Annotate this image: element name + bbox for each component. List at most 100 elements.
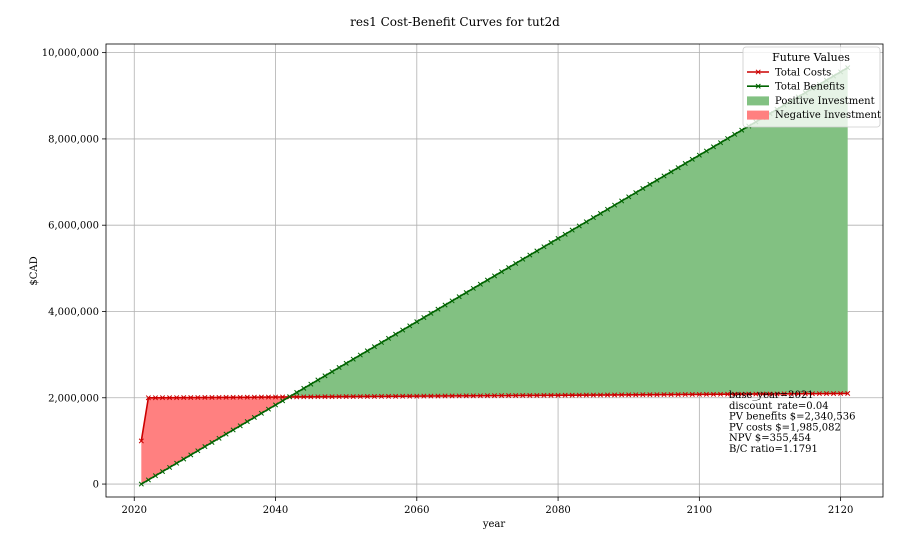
total-costs-marker-48 (477, 393, 483, 399)
x-tick-label-4: 2100 (687, 505, 712, 516)
total-benefits-marker-48 (477, 281, 483, 287)
total-benefits-marker-66 (604, 206, 611, 212)
legend-label-positive-investment: Positive Investment (775, 96, 875, 107)
legend[interactable]: Future Values Total Costs Total Benefits P… (742, 46, 881, 128)
total-costs-marker-24 (308, 394, 314, 400)
total-benefits-marker-21 (287, 394, 293, 400)
total-costs-marker-11 (216, 394, 222, 400)
legend-label-negative-investment: Negative Investment (775, 110, 881, 121)
total-costs-marker-75 (668, 392, 674, 398)
total-costs-marker-10 (209, 394, 215, 400)
total-benefits-marker-68 (619, 198, 625, 204)
total-costs-marker-26 (322, 394, 328, 400)
total-costs-marker-89 (767, 391, 773, 397)
total-costs-marker-90 (774, 391, 780, 397)
annotation-line-1: discount_rate=0.04 (729, 401, 829, 412)
total-costs-marker-39 (414, 393, 420, 399)
total-costs-marker-1 (145, 395, 151, 401)
total-benefits-marker-7 (188, 452, 194, 458)
total-benefits-marker-17 (258, 410, 264, 416)
total-benefits-marker-27 (329, 369, 335, 375)
total-costs-marker-56 (534, 392, 540, 398)
total-costs-marker-60 (562, 392, 568, 398)
total-benefits-marker-43 (442, 302, 448, 308)
total-costs-marker-62 (576, 392, 582, 398)
total-benefits-marker-18 (265, 406, 272, 412)
total-costs-marker-40 (421, 393, 427, 399)
total-benefits-marker-6 (181, 456, 187, 462)
total-costs-marker-29 (343, 394, 349, 400)
legend-marker-total-costs (755, 69, 761, 75)
total-costs-marker-14 (237, 394, 243, 400)
total-costs-marker-44 (449, 393, 455, 399)
negative-investment-area-0 (141, 396, 290, 485)
total-costs-marker-30 (350, 393, 356, 400)
total-costs-marker-38 (407, 393, 413, 399)
annotation-line-4: NPV $=355,454 (729, 433, 811, 444)
total-costs-marker-37 (400, 393, 406, 399)
total-costs-marker-43 (442, 393, 448, 399)
total-benefits-marker-0 (138, 481, 144, 487)
total-costs-marker-64 (590, 392, 596, 398)
total-costs-marker-97 (823, 391, 830, 397)
total-costs-marker-49 (484, 393, 490, 399)
total-costs-marker-46 (463, 393, 469, 399)
total-benefits-marker-82 (717, 140, 724, 146)
total-costs-marker-88 (760, 391, 766, 397)
total-benefits-marker-59 (555, 235, 561, 241)
x-tick-label-0: 2020 (122, 505, 147, 516)
total-costs-marker-81 (710, 391, 717, 397)
total-costs-marker-92 (788, 391, 794, 397)
total-costs-marker-7 (188, 394, 194, 401)
y-tick-label-0: 0 (93, 480, 99, 491)
total-benefits-marker-50 (491, 273, 498, 279)
total-costs-marker-78 (689, 391, 695, 397)
total-costs-marker-83 (725, 391, 731, 397)
y-axis-label: $CAD (29, 256, 40, 285)
total-costs-marker-91 (781, 391, 787, 397)
total-costs-marker-84 (732, 391, 738, 397)
total-benefits-marker-9 (202, 444, 208, 450)
total-benefits-marker-40 (421, 314, 427, 321)
total-benefits-marker-39 (414, 319, 420, 325)
total-costs-marker-45 (456, 393, 462, 399)
total-benefits-marker-20 (280, 398, 286, 404)
total-benefits-marker-38 (407, 323, 413, 329)
total-costs-marker-72 (647, 392, 653, 398)
y-tick-label-1: 2,000,000 (48, 393, 99, 404)
total-benefits-marker-11 (216, 435, 222, 441)
total-costs-marker-71 (640, 392, 646, 398)
total-benefits-marker-81 (710, 144, 717, 150)
total-benefits-marker-28 (336, 364, 342, 371)
total-benefits-marker-19 (272, 402, 279, 408)
total-costs-marker-100 (845, 390, 851, 397)
total-costs-marker-61 (569, 392, 575, 398)
total-costs-marker-36 (393, 393, 399, 399)
total-benefits-marker-22 (294, 389, 300, 396)
total-benefits-marker-31 (357, 352, 363, 358)
total-benefits-marker-72 (647, 181, 653, 187)
total-costs-marker-87 (753, 391, 759, 397)
total-benefits-marker-4 (167, 464, 173, 470)
total-benefits-marker-24 (308, 381, 314, 387)
total-costs-marker-63 (583, 392, 589, 398)
total-benefits-marker-13 (230, 427, 236, 433)
total-benefits-marker-34 (378, 339, 385, 346)
total-benefits-marker-69 (626, 194, 632, 200)
total-benefits-marker-56 (534, 248, 540, 254)
total-benefits-marker-35 (385, 335, 392, 341)
x-tick-label-2: 2060 (404, 505, 429, 516)
total-benefits-marker-71 (640, 185, 646, 192)
total-benefits-marker-58 (548, 240, 554, 246)
total-benefits-marker-55 (527, 252, 533, 258)
total-benefits-marker-79 (696, 152, 702, 158)
legend-title: Future Values (772, 51, 850, 64)
total-costs-marker-55 (527, 392, 533, 398)
x-ticks: 2020 2040 2060 2080 2100 2120 (122, 497, 853, 516)
total-costs-marker-17 (258, 394, 264, 400)
annotation-line-5: B/C ratio=1.1791 (729, 444, 818, 455)
total-costs-marker-20 (280, 394, 286, 400)
total-costs-marker-6 (181, 395, 187, 401)
total-benefits-marker-64 (590, 215, 596, 221)
total-benefits-marker-30 (350, 356, 356, 362)
